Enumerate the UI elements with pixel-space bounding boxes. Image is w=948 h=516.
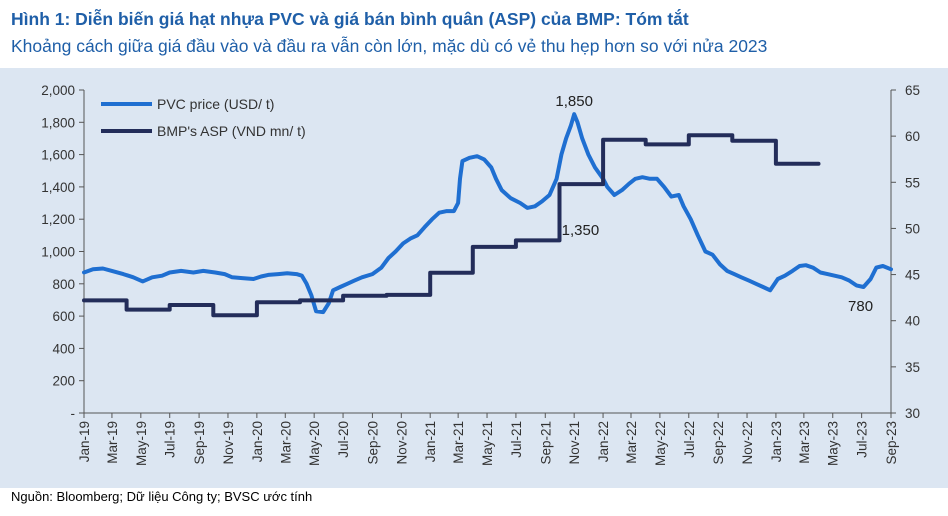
x-tick-label: Jan-21 <box>423 421 438 462</box>
x-tick-label: Mar-21 <box>451 421 466 464</box>
y-left-tick-label: 600 <box>52 309 75 324</box>
y-left-tick-label: 200 <box>52 374 75 389</box>
x-tick-label: Jul-22 <box>682 421 697 458</box>
y-right-tick-label: 30 <box>905 406 920 421</box>
x-tick-label: Sep-19 <box>192 421 207 465</box>
y-left-tick-label: 1,800 <box>41 115 75 130</box>
x-tick-label: Jan-22 <box>596 421 611 462</box>
x-tick-label: May-19 <box>134 421 149 466</box>
x-tick-label: May-21 <box>480 421 495 466</box>
x-tick-label: May-22 <box>653 421 668 466</box>
x-tick-label: Nov-21 <box>567 421 582 465</box>
x-tick-label: Jul-19 <box>163 421 178 458</box>
x-tick-label: Jul-20 <box>336 421 351 458</box>
x-tick-label: Mar-19 <box>105 421 120 464</box>
asp-line <box>82 133 821 318</box>
legend-label: BMP's ASP (VND mn/ t) <box>157 123 306 139</box>
y-left-tick-label: 1,200 <box>41 212 75 227</box>
data-label: 1,850 <box>555 93 593 110</box>
y-right-tick-label: 45 <box>905 268 920 283</box>
x-tick-label: Jan-23 <box>769 421 784 462</box>
y-right-tick-label: 40 <box>905 314 920 329</box>
x-tick-label: Sep-23 <box>884 421 899 465</box>
x-tick-label: Mar-22 <box>624 421 639 464</box>
x-tick-label: Sep-22 <box>711 421 726 465</box>
x-tick-label: Nov-19 <box>221 421 236 465</box>
x-tick-label: Nov-20 <box>394 421 409 465</box>
y-left-tick-label: 1,400 <box>41 180 75 195</box>
y-right-tick-label: 50 <box>905 221 920 236</box>
data-label: 780 <box>848 298 873 315</box>
x-tick-label: Jan-20 <box>250 421 265 462</box>
y-left-tick-label: - <box>71 406 76 421</box>
pvc-price-line <box>82 112 893 315</box>
source-note: Nguồn: Bloomberg; Dữ liệu Công ty; BVSC … <box>11 489 313 504</box>
x-tick-label: Mar-20 <box>278 421 293 464</box>
chart-subtitle: Khoảng cách giữa giá đầu vào và đầu ra v… <box>11 36 768 56</box>
y-left-tick-label: 2,000 <box>41 83 75 98</box>
data-label: 1,350 <box>562 222 600 239</box>
x-tick-label: Jul-23 <box>855 421 870 458</box>
x-tick-label: Jan-19 <box>77 421 92 462</box>
legend-label: PVC price (USD/ t) <box>157 96 274 112</box>
x-tick-label: Sep-20 <box>365 421 380 465</box>
y-right-tick-label: 60 <box>905 129 920 144</box>
x-tick-label: May-20 <box>307 421 322 466</box>
x-tick-label: Jul-21 <box>509 421 524 458</box>
y-right-tick-label: 65 <box>905 83 920 98</box>
x-tick-label: Nov-22 <box>740 421 755 465</box>
y-left-tick-label: 1,000 <box>41 245 75 260</box>
x-tick-label: May-23 <box>826 421 841 466</box>
x-tick-label: Mar-23 <box>797 421 812 464</box>
y-right-tick-label: 35 <box>905 360 920 375</box>
y-left-tick-label: 1,600 <box>41 148 75 163</box>
x-tick-label: Sep-21 <box>538 421 553 465</box>
y-left-tick-label: 800 <box>52 277 75 292</box>
chart-title: Hình 1: Diễn biến giá hạt nhựa PVC và gi… <box>11 9 689 29</box>
y-right-tick-label: 55 <box>905 175 920 190</box>
y-left-tick-label: 400 <box>52 341 75 356</box>
